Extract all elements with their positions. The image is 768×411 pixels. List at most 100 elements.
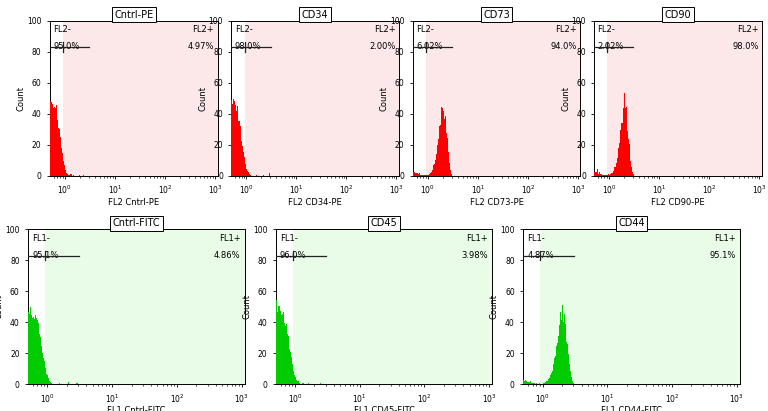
Bar — [229, 373, 233, 384]
X-axis label: FL1 Cntrl-FITC: FL1 Cntrl-FITC — [108, 406, 166, 411]
Bar — [564, 174, 568, 176]
Bar — [524, 381, 525, 384]
Title: Cntrl-PE: Cntrl-PE — [114, 10, 154, 20]
Bar — [194, 379, 208, 384]
Bar — [529, 382, 530, 384]
Bar — [211, 151, 213, 176]
Bar — [0, 21, 63, 176]
Bar — [21, 159, 23, 176]
Bar — [8, 346, 10, 384]
Bar — [330, 175, 350, 176]
Bar — [31, 148, 33, 176]
Bar — [24, 314, 25, 384]
Bar — [207, 156, 209, 176]
Y-axis label: Count: Count — [561, 85, 570, 111]
Bar — [591, 171, 592, 176]
Bar — [25, 307, 26, 384]
Bar — [229, 102, 230, 176]
Bar — [278, 307, 279, 384]
Title: CD44: CD44 — [618, 218, 645, 229]
Bar — [33, 316, 34, 384]
Text: 94.0%: 94.0% — [551, 42, 577, 51]
Bar — [574, 173, 576, 176]
Bar — [266, 323, 268, 384]
Bar — [33, 142, 35, 176]
Bar — [564, 174, 568, 176]
Text: FL2-: FL2- — [416, 25, 434, 34]
Bar — [485, 382, 488, 384]
Bar — [179, 168, 186, 176]
Bar — [229, 102, 230, 176]
Bar — [584, 171, 585, 176]
Bar — [149, 171, 169, 176]
Bar — [581, 171, 583, 176]
Bar — [380, 174, 383, 176]
Bar — [14, 166, 18, 176]
Bar — [526, 381, 527, 384]
Bar — [213, 149, 214, 176]
X-axis label: FL1 CD45-FITC: FL1 CD45-FITC — [353, 406, 415, 411]
Bar — [250, 363, 252, 384]
Bar — [586, 171, 588, 176]
Bar — [0, 363, 2, 384]
Bar — [592, 169, 593, 176]
Bar — [265, 337, 266, 384]
Bar — [499, 381, 502, 384]
Bar — [0, 363, 2, 384]
Bar — [169, 379, 195, 384]
Bar — [253, 350, 256, 384]
Bar — [209, 151, 211, 176]
Bar — [29, 314, 30, 384]
Bar — [220, 129, 221, 176]
Bar — [8, 346, 10, 384]
Bar — [15, 335, 16, 384]
Bar — [268, 321, 269, 384]
Bar — [261, 342, 263, 384]
Bar — [21, 159, 23, 176]
Bar — [10, 165, 14, 176]
Bar — [465, 383, 472, 384]
Bar — [195, 164, 199, 176]
Bar — [0, 21, 607, 176]
Bar — [584, 171, 585, 176]
Bar — [31, 316, 32, 384]
Bar — [217, 374, 223, 384]
Bar — [392, 173, 394, 176]
Bar — [510, 380, 511, 384]
Bar — [593, 171, 594, 176]
Bar — [261, 342, 263, 384]
Bar — [40, 129, 41, 176]
Bar — [223, 127, 224, 176]
Bar — [10, 165, 14, 176]
Bar — [276, 300, 277, 384]
Bar — [260, 338, 261, 384]
Bar — [33, 142, 35, 176]
Bar — [202, 157, 204, 176]
Bar — [0, 175, 512, 176]
Title: CD45: CD45 — [371, 218, 397, 229]
Bar — [406, 170, 407, 176]
Bar — [247, 362, 250, 384]
Bar — [279, 306, 280, 384]
Bar — [542, 175, 549, 176]
Bar — [372, 175, 377, 176]
Bar — [16, 337, 18, 384]
Bar — [576, 173, 578, 176]
Bar — [32, 318, 33, 384]
Text: 95.1%: 95.1% — [32, 251, 58, 260]
Bar — [204, 160, 207, 176]
Bar — [455, 383, 465, 384]
Bar — [224, 125, 226, 176]
Bar — [488, 382, 492, 384]
Bar — [31, 316, 32, 384]
Bar — [263, 339, 264, 384]
Bar — [495, 380, 497, 384]
Bar — [410, 171, 411, 176]
Bar — [511, 380, 513, 384]
Bar — [14, 166, 18, 176]
Bar — [219, 137, 220, 176]
Bar — [394, 173, 396, 176]
Bar — [407, 170, 408, 176]
Bar — [244, 366, 247, 384]
Bar — [389, 173, 391, 176]
